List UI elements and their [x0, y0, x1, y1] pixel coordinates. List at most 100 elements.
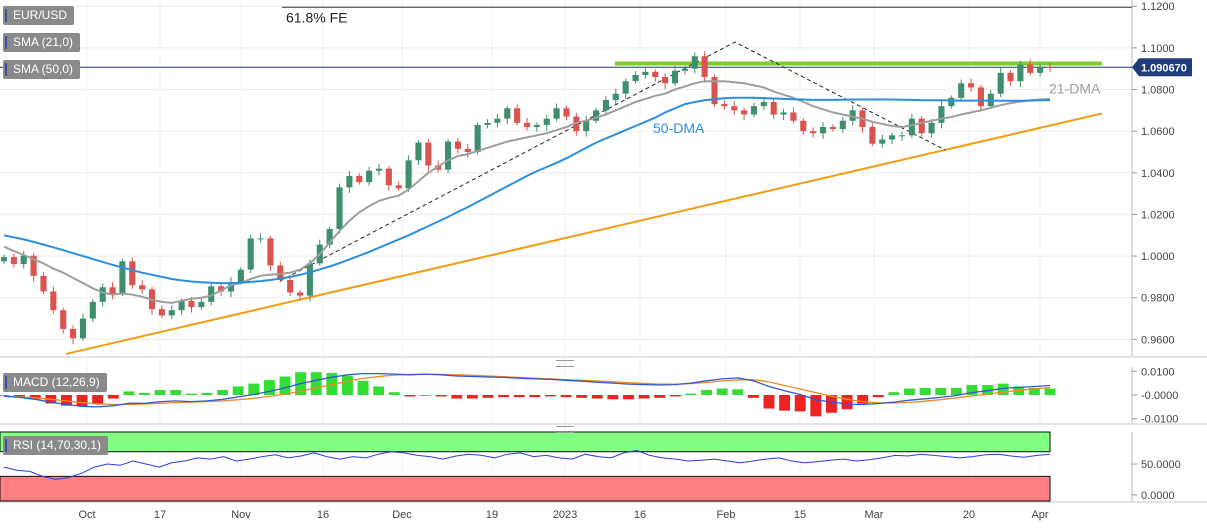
candle — [652, 69, 659, 82]
candle — [869, 123, 876, 147]
candle-body — [444, 141, 452, 170]
candle — [997, 67, 1004, 98]
candle-body — [168, 310, 175, 316]
candle — [79, 313, 87, 341]
candle-body — [780, 112, 787, 115]
candle — [1017, 60, 1024, 87]
candle-body — [691, 56, 698, 69]
candle-body — [60, 310, 67, 329]
candle-body — [701, 56, 708, 78]
candle-body — [267, 238, 274, 266]
resize-handle-rsi[interactable] — [556, 426, 574, 433]
x-tick-label: 17 — [154, 509, 166, 521]
candle-body — [573, 116, 580, 132]
fe-projection-dashed — [279, 41, 946, 282]
main-y-tick-label: 1.1200 — [1141, 1, 1175, 13]
candle — [1037, 64, 1044, 77]
candle — [918, 116, 925, 137]
candle — [326, 226, 333, 249]
macd-histogram-bar — [466, 395, 478, 399]
sma50-badge[interactable]: SMA (50,0) — [3, 60, 81, 79]
candle — [1046, 62, 1054, 72]
macd-y-tick-label: 0.0100 — [1141, 366, 1175, 378]
candle — [336, 183, 343, 234]
candle-body — [1017, 64, 1024, 82]
rsi-badge[interactable]: RSI (14,70,30,1) — [3, 436, 109, 455]
candle — [810, 127, 817, 138]
macd-histogram-bar — [263, 380, 275, 395]
candle — [267, 235, 274, 272]
candle-body — [198, 301, 205, 308]
sma50-line — [3, 96, 1051, 285]
macd-histogram-bar — [1028, 387, 1040, 395]
macd-histogram-bar — [0, 395, 10, 396]
candle-body — [178, 300, 185, 311]
resize-handle-macd[interactable] — [556, 360, 574, 367]
candle — [790, 107, 797, 124]
macd-histogram-bar — [170, 390, 182, 395]
candle-body — [425, 142, 432, 166]
main-y-tick-label: 1.0200 — [1141, 209, 1175, 221]
candle — [770, 99, 777, 120]
candle-body — [514, 108, 521, 123]
candle — [612, 88, 619, 105]
candle — [593, 107, 600, 124]
candle-body — [129, 261, 136, 286]
macd-histogram-bar — [420, 395, 431, 396]
candle-body — [977, 87, 984, 107]
macd-histogram-bar — [357, 380, 369, 395]
candle — [514, 104, 521, 126]
candle-body — [652, 71, 659, 78]
instrument-badge[interactable]: EUR/USD — [3, 6, 75, 25]
candle-body — [474, 124, 481, 152]
candle-body — [30, 255, 37, 276]
candle-body — [879, 139, 886, 144]
macd-histogram-bar — [825, 395, 837, 413]
main-plot-bg — [0, 0, 1132, 356]
macd-line — [3, 372, 1051, 408]
candle-body — [188, 300, 195, 308]
macd-histogram-bar — [810, 395, 822, 417]
candle-body — [79, 318, 87, 339]
candle-body — [928, 122, 935, 134]
candle-body — [770, 102, 777, 115]
last-price-tag — [1132, 58, 1192, 77]
candle-body — [494, 118, 501, 123]
macd-histogram-bar — [607, 395, 619, 400]
candle-body — [662, 77, 669, 84]
candle-body — [583, 120, 590, 132]
macd-histogram-bar — [544, 395, 556, 397]
macd-histogram-bar — [857, 395, 869, 404]
macd-badge[interactable]: MACD (12,26,9) — [3, 373, 107, 392]
macd-histogram-bar — [388, 392, 400, 395]
sma21-badge[interactable]: SMA (21,0) — [3, 33, 81, 52]
candle — [533, 122, 540, 132]
candle-body — [336, 187, 343, 230]
candle-body — [415, 142, 422, 161]
candle-body — [533, 124, 540, 127]
macd-histogram-bar — [92, 395, 104, 404]
candle-body — [208, 286, 215, 302]
candle-body — [158, 309, 165, 316]
rsi-oversold-band — [0, 475, 1051, 502]
candle-body — [306, 263, 313, 296]
candle — [662, 73, 669, 89]
x-tick-label: Mar — [865, 509, 884, 521]
candle — [632, 71, 639, 84]
macd-histogram-bar — [794, 395, 806, 412]
candle-body — [257, 238, 264, 240]
candle — [849, 105, 856, 126]
candle — [829, 124, 836, 132]
candle-body — [681, 68, 688, 71]
last-price-value: 1.090670 — [1141, 62, 1187, 74]
candle — [109, 282, 116, 300]
candle — [504, 105, 511, 125]
candle — [602, 96, 610, 114]
macd-histogram-bar — [997, 383, 1009, 395]
macd-histogram-bar — [435, 395, 447, 397]
sma21-line — [3, 80, 1051, 304]
candle — [977, 84, 984, 112]
macd-histogram-bar — [14, 395, 26, 397]
candle-body — [385, 168, 392, 186]
x-tick-label: Nov — [231, 509, 251, 521]
